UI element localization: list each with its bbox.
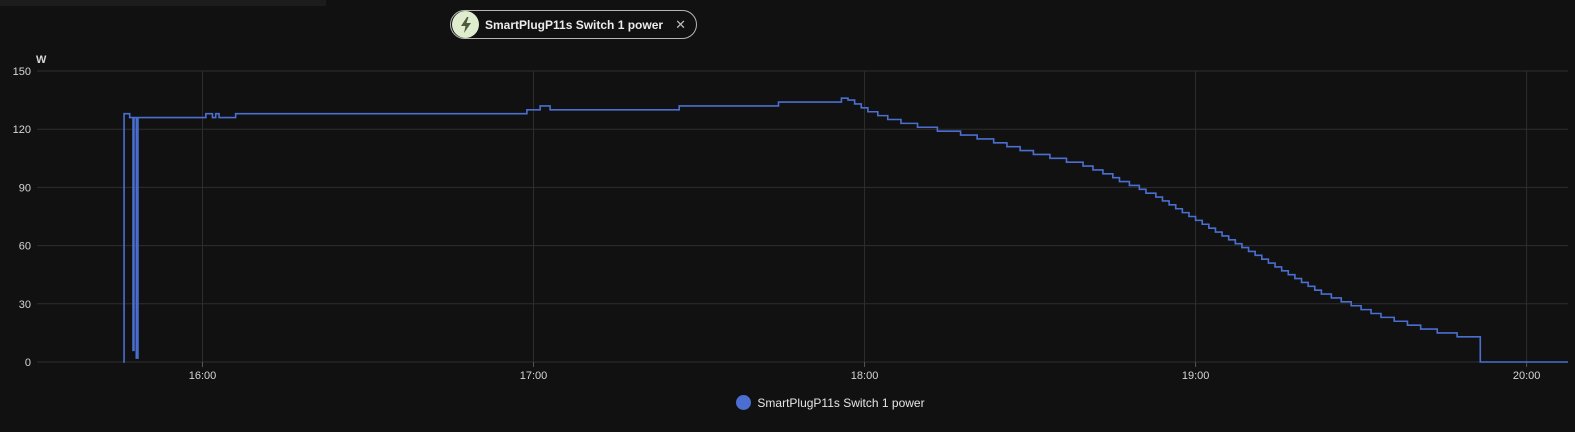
entity-chip[interactable]: SmartPlugP11s Switch 1 power ✕ (450, 10, 697, 39)
chart-grid (37, 70, 1568, 367)
y-axis-ticks: 0 30 60 90 120 150 (13, 66, 31, 369)
lightning-bolt-icon (452, 11, 479, 38)
y-tick-label: 30 (19, 299, 31, 311)
y-tick-label: 60 (19, 241, 31, 253)
series-line[interactable] (123, 97, 1568, 363)
x-axis-ticks: 16:00 17:00 18:00 19:00 20:00 (189, 370, 1541, 382)
x-tick-label: 20:00 (1513, 370, 1541, 382)
legend-label: SmartPlugP11s Switch 1 power (757, 395, 925, 410)
y-axis-unit: W (36, 54, 47, 66)
x-tick-label: 18:00 (851, 370, 879, 382)
y-tick-label: 150 (13, 66, 31, 78)
top-panel-strip (0, 0, 326, 6)
x-tick-label: 19:00 (1182, 370, 1210, 382)
x-tick-label: 17:00 (520, 370, 548, 382)
x-tick-label: 16:00 (189, 370, 217, 382)
y-tick-label: 90 (19, 182, 31, 194)
y-tick-label: 120 (13, 124, 31, 136)
y-tick-label: 0 (25, 357, 31, 369)
legend-item[interactable]: SmartPlugP11s Switch 1 power (736, 395, 925, 410)
series-group (123, 97, 1568, 363)
entity-chip-label: SmartPlugP11s Switch 1 power (485, 17, 664, 32)
chart-legend: SmartPlugP11s Switch 1 power (0, 395, 1575, 410)
legend-swatch (736, 395, 752, 410)
close-icon[interactable]: ✕ (675, 17, 686, 32)
